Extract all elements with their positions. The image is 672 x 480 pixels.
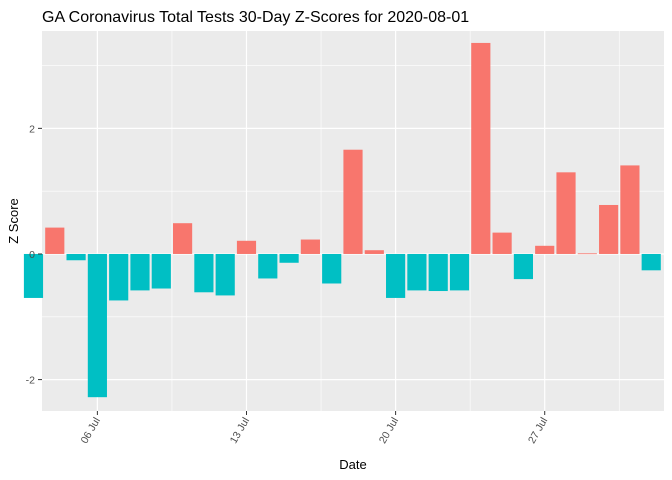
bars [23, 42, 661, 398]
bar [577, 253, 597, 255]
bar [428, 253, 448, 292]
bar [87, 253, 107, 398]
bar [449, 253, 470, 291]
bar [300, 239, 320, 254]
bar [343, 149, 363, 254]
bar [535, 245, 555, 254]
y-axis-title: Z Score [6, 198, 21, 244]
bar [279, 253, 299, 263]
bar [322, 253, 342, 284]
bar [130, 253, 150, 291]
x-tick-label: 13 Jul [228, 416, 252, 446]
x-tick-label: 06 Jul [79, 416, 103, 446]
bar [194, 253, 214, 293]
bar [641, 253, 661, 271]
bar [471, 42, 491, 254]
bar [215, 253, 235, 296]
bar [513, 253, 533, 280]
y-tick-label: -2 [26, 375, 35, 387]
bar [109, 253, 129, 301]
y-tick-label: 0 [29, 249, 35, 261]
x-tick-label: 20 Jul [377, 416, 401, 446]
bar [66, 253, 86, 261]
bar [620, 165, 640, 254]
bar [236, 240, 257, 254]
bar [556, 172, 576, 254]
bar [492, 232, 512, 254]
bar [173, 223, 193, 254]
bar [45, 227, 65, 254]
bar [151, 253, 171, 289]
chart-title: GA Coronavirus Total Tests 30-Day Z-Scor… [42, 9, 469, 26]
bar [599, 204, 619, 254]
bar [407, 253, 427, 291]
bar [258, 253, 278, 279]
x-tick-label: 27 Jul [526, 416, 550, 446]
y-tick-label: 2 [29, 123, 35, 135]
bar [23, 253, 44, 298]
bar [364, 250, 384, 254]
bar [386, 253, 406, 298]
x-axis-title: Date [339, 457, 366, 472]
